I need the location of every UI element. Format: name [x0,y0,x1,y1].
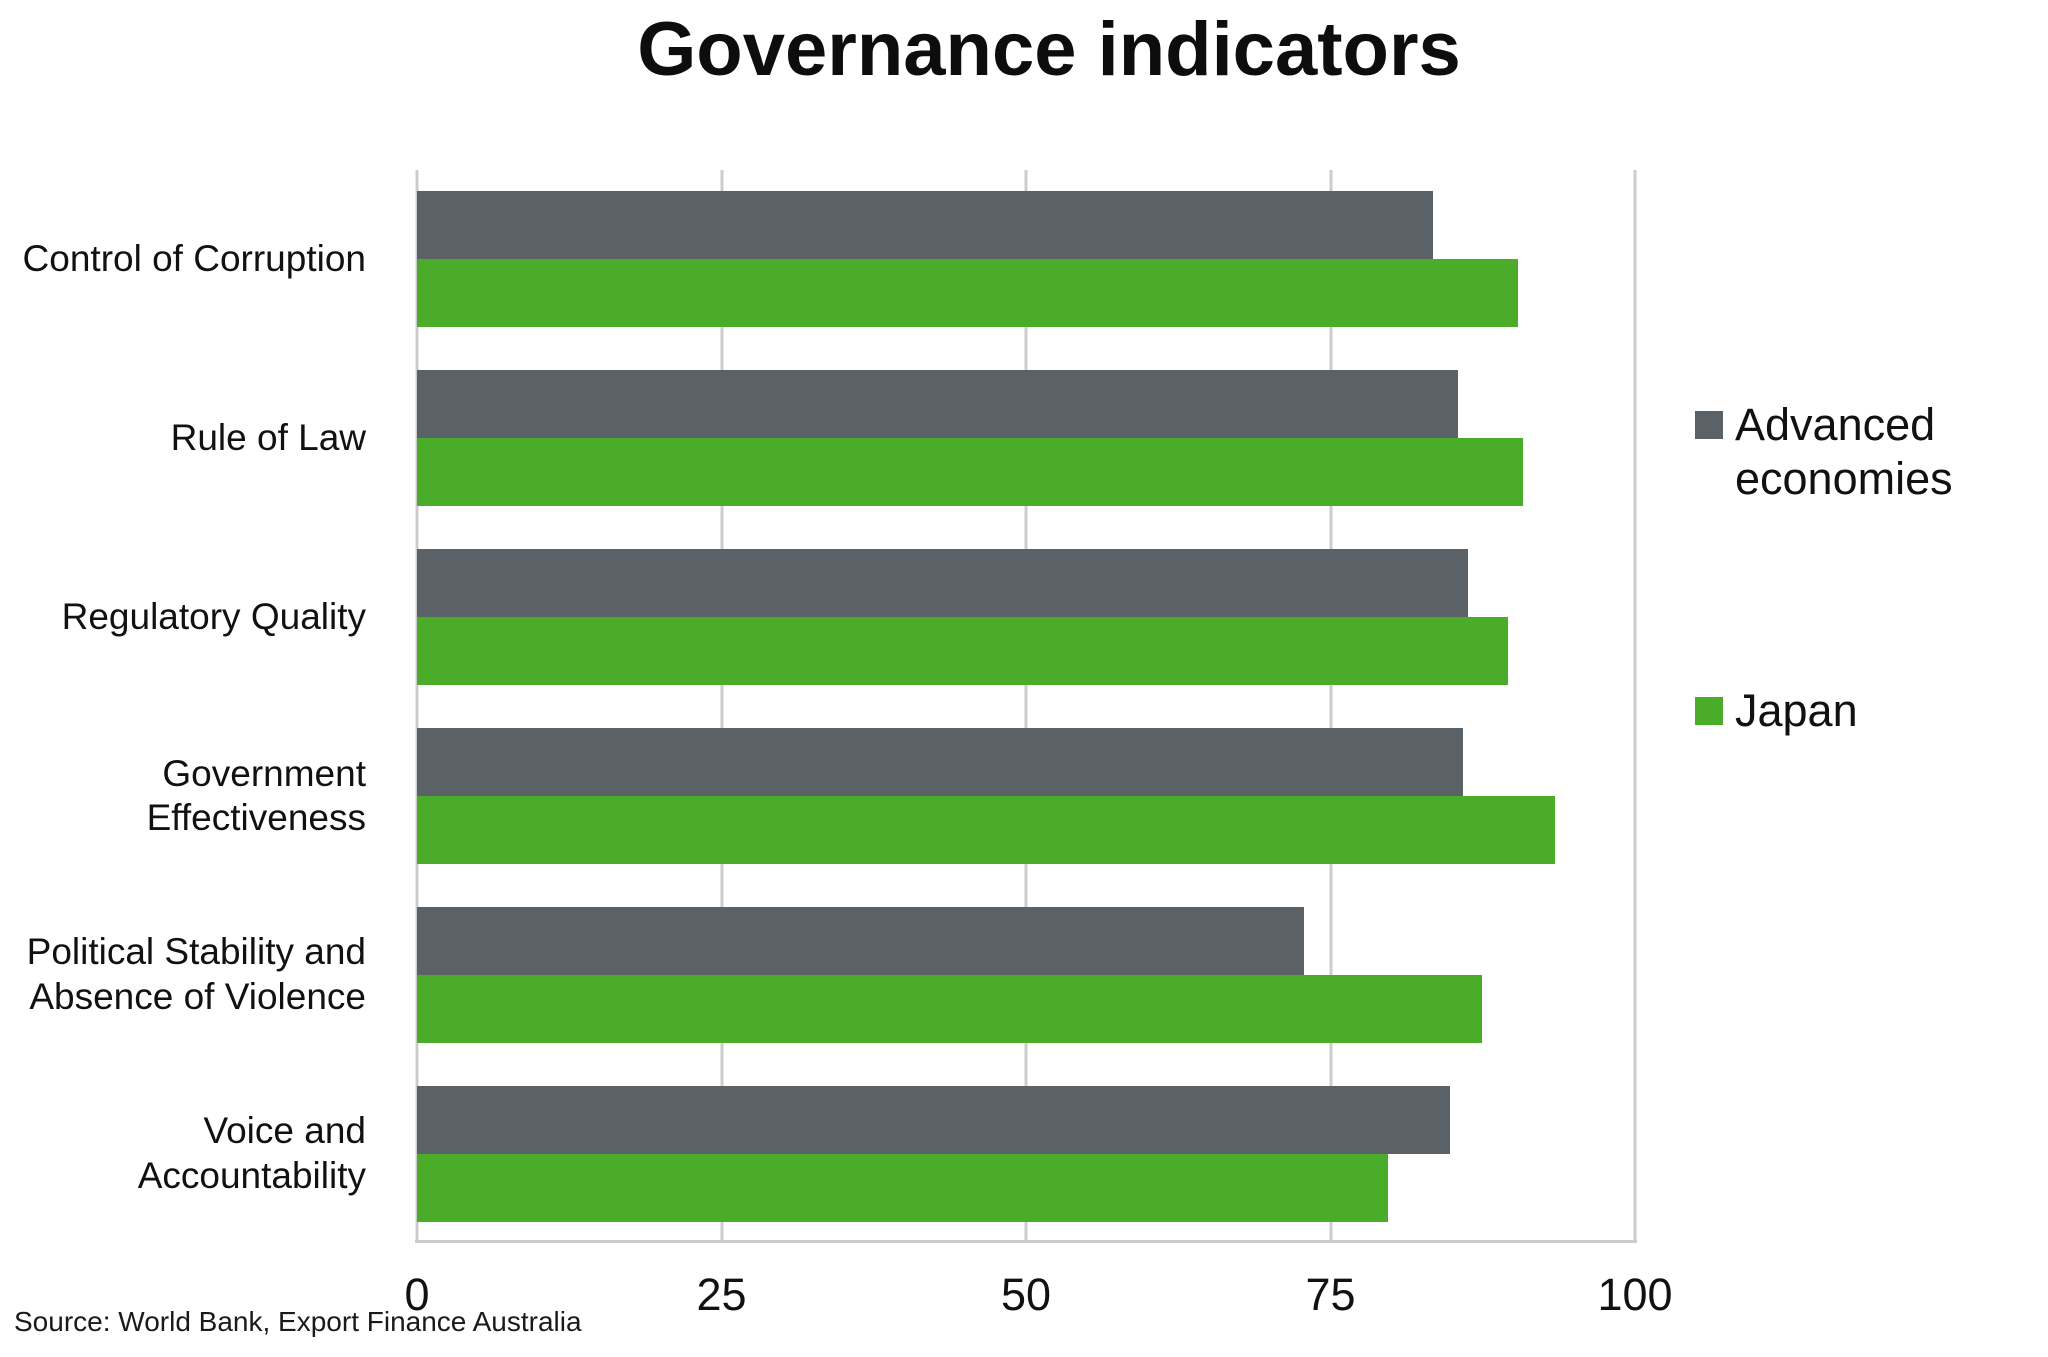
x-axis-tick-labels: 0 25 50 75 100 [404,1269,1672,1324]
bar-advanced-economies [417,370,1459,439]
gridline-50 [1024,170,1028,1243]
category-label-control-of-corruption: Control of Corruption [22,238,366,280]
bar-japan [417,974,1482,1043]
category-label-regulatory-quality: Regulatory Quality [61,595,366,637]
gridline-25 [720,170,723,1243]
x-tick-label-50: 50 [1000,1269,1052,1320]
gridline-75 [1329,170,1332,1243]
plot-area [415,170,1637,1243]
legend-label-advanced-economies: Advanced economies [1735,399,1953,504]
gridline-0 [415,170,419,1243]
bar-group-voice-and-accountability [417,1064,1635,1243]
legend-swatch-japan [1695,697,1723,725]
source-note: Source: World Bank, Export Finance Austr… [14,1306,582,1337]
bar-groups [417,170,1635,1243]
legend-item-japan: Japan [1695,684,2045,738]
x-tick-label-25: 25 [696,1269,747,1320]
bar-advanced-economies [417,727,1464,796]
bar-japan [417,617,1509,686]
bar-group-control-of-corruption [417,170,1635,349]
legend-label-japan: Japan [1735,685,1858,736]
bar-japan [417,795,1555,864]
bar-group-political-stability-and-absence-of-violence [417,885,1635,1064]
category-label-government-effectiveness: Government Effectiveness [146,752,366,838]
bar-group-government-effectiveness [417,706,1635,885]
x-axis-line [415,1240,1637,1243]
x-tick-label-75: 75 [1305,1269,1356,1320]
category-label-political-stability-and-absence-of-violence: Political Stability and Absence of Viole… [26,931,366,1017]
legend-swatch-advanced-economies [1695,411,1723,439]
bar-advanced-economies [417,191,1433,260]
x-tick-label-100: 100 [1597,1269,1673,1320]
bar-group-regulatory-quality [417,528,1635,707]
category-axis: Control of Corruption Rule of Law Regulato… [0,170,392,1243]
bar-group-rule-of-law [417,349,1635,528]
bar-advanced-economies [417,906,1304,975]
category-label-rule-of-law: Rule of Law [170,417,366,459]
legend-item-advanced-economies: Advanced economies [1695,398,2045,506]
bar-japan [417,259,1519,328]
bar-japan [417,1153,1388,1222]
bar-advanced-economies [417,549,1469,618]
legend: Advanced economies Japan [1695,398,2045,738]
chart-title: Governance indicators [637,7,1461,92]
bar-japan [417,438,1523,507]
bar-advanced-economies [417,1085,1450,1154]
gridline-100 [1633,170,1637,1243]
x-tick-label-0: 0 [404,1269,430,1320]
category-label-voice-and-accountability: Voice and Accountability [137,1110,366,1196]
